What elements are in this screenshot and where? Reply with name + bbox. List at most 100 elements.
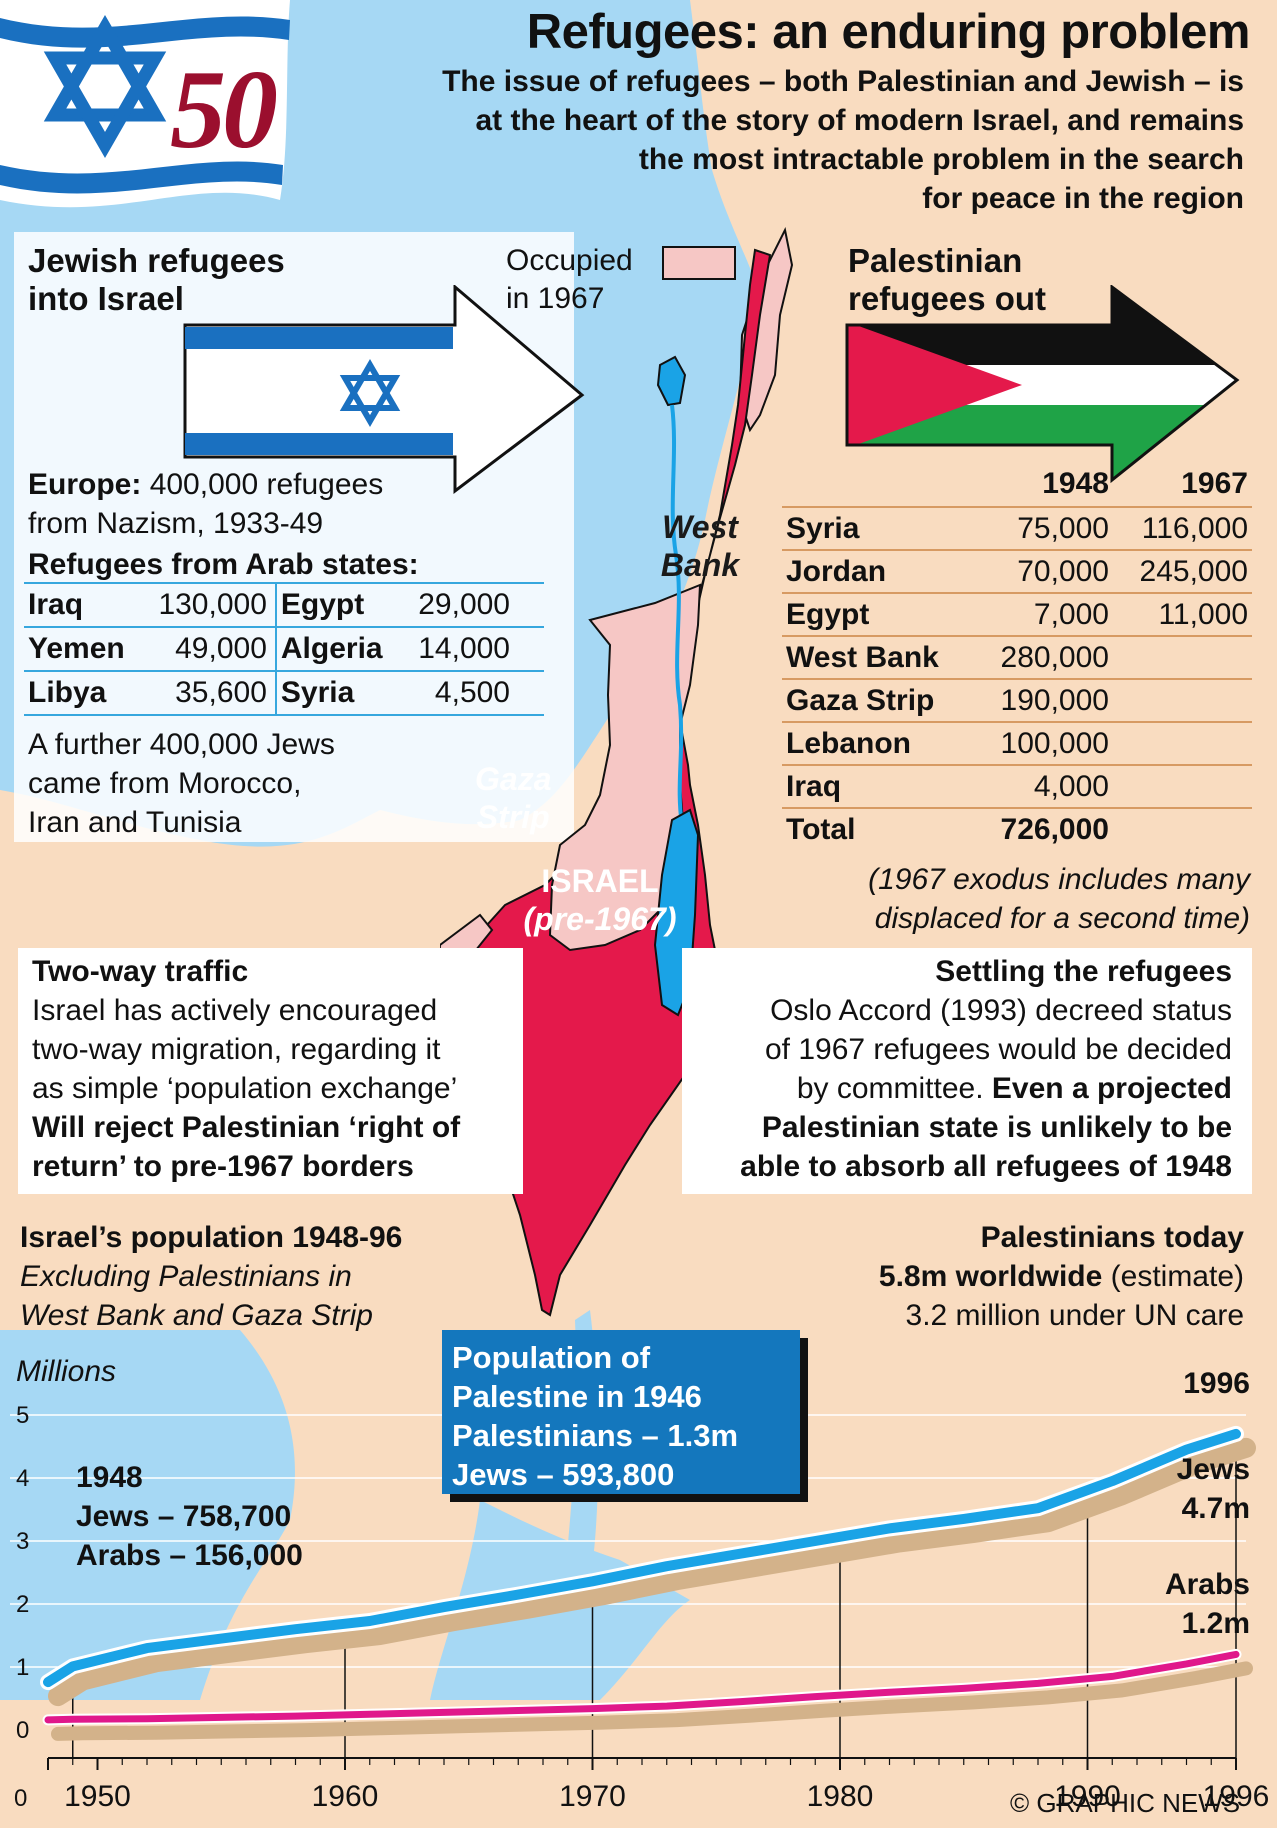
table-row: Iraq 130,000 Egypt 29,000 (24, 583, 544, 628)
data-point-arabs (218, 1714, 225, 1721)
series-shadow-arabs (51, 1661, 1253, 1741)
series-shadow-jews (48, 1437, 1256, 1707)
occupied-legend-label: Occupied in 1967 (506, 244, 633, 315)
data-point-jews (885, 1524, 894, 1533)
y-tick-label: 2 (16, 1591, 29, 1618)
data-point-jews (811, 1537, 820, 1545)
data-point-arabs (441, 1709, 447, 1716)
arab-states-heading: Refugees from Arab states: (28, 548, 419, 581)
page-subtitle: The issue of refugees – both Palestinian… (442, 65, 1244, 215)
annotation-1948: 1948 Jews – 758,700 Arabs – 156,000 (76, 1461, 303, 1572)
population-chart: 0 1 2 3 4 5 1950 1960 1970 1980 1990 1996 0 (10, 1402, 1269, 1813)
data-point-arabs (738, 1698, 744, 1705)
x-tick-label: 1990 (1054, 1780, 1121, 1813)
table-row: Iraq 4,000 (782, 765, 1252, 809)
data-point-jews (1034, 1504, 1042, 1513)
data-point-jews (588, 1577, 597, 1586)
table-row: Libya 35,600 Syria 4,500 (24, 671, 544, 716)
table-total-row: Total 726,000 (786, 812, 1109, 846)
x-tick-label: 1970 (559, 1780, 626, 1813)
y-tick-label: 4 (16, 1465, 29, 1492)
data-point-jews (365, 1617, 374, 1626)
table-row: Jordan 70,000 245,000 (782, 550, 1252, 594)
data-point-arabs (960, 1685, 967, 1692)
x-tick-label: 1960 (312, 1780, 379, 1813)
israel-pop-heading-block: Israel’s population 1948-96 Excluding Pa… (20, 1221, 403, 1332)
population-1946-box: Population of Palestine in 1946 Palestin… (442, 1330, 800, 1494)
y-tick-label: 5 (16, 1402, 29, 1429)
settling-refugees-box: Settling the refugees Oslo Accord (1993)… (682, 948, 1252, 1194)
data-point-arabs (144, 1715, 150, 1722)
two-way-traffic-box: Two-way traffic Israel has actively enco… (18, 948, 523, 1194)
arab-states-table: Iraq 130,000 Egypt 29,000 Yemen 49,000 A… (24, 582, 544, 716)
data-point-arabs (69, 1716, 76, 1723)
annotation-jews: Jews 4.7m (1176, 1453, 1250, 1525)
series-line-arabs (44, 1650, 1240, 1724)
x-tick-label: 1950 (64, 1780, 131, 1813)
table-row: Lebanon 100,000 (782, 722, 1252, 766)
data-point-jews (959, 1514, 968, 1523)
table-row: Egypt 7,000 11,000 (782, 593, 1252, 637)
gaza-strip-label: Gaza Strip (475, 761, 552, 835)
data-point-jews (1108, 1477, 1117, 1486)
data-point-arabs (366, 1711, 373, 1718)
data-point-arabs (515, 1707, 522, 1714)
x-origin-label: 0 (14, 1785, 27, 1812)
data-point-jews (291, 1625, 300, 1634)
data-point-arabs (663, 1703, 670, 1710)
x-tick-label: 1996 (1203, 1780, 1270, 1813)
page-title: Refugees: an enduring problem (526, 5, 1251, 59)
west-bank-label: West Bank (660, 509, 740, 583)
credit-text: © GRAPHIC NEWS (1010, 1788, 1241, 1818)
data-point-jews (1232, 1429, 1240, 1438)
chart-series (40, 1425, 1256, 1741)
data-point-arabs (1109, 1673, 1116, 1680)
data-point-arabs (812, 1693, 819, 1700)
palestinian-arrow (845, 285, 1240, 484)
data-point-arabs (1035, 1680, 1041, 1687)
data-point-jews (737, 1549, 745, 1558)
table-row: Syria 75,000 116,000 (782, 507, 1252, 551)
data-point-jews (514, 1590, 523, 1599)
red-sea (0, 1330, 295, 1700)
occupied-legend-swatch (662, 246, 736, 280)
data-point-jews (217, 1634, 226, 1643)
palestinians-today-block: Palestinians today 5.8m worldwide (estim… (878, 1221, 1244, 1332)
palestinian-heading: Palestinian refugees out (848, 242, 1047, 317)
y-axis-label: Millions (16, 1355, 117, 1388)
anniversary-badge: 50 (170, 48, 278, 172)
further-jews-text: A further 400,000 Jews came from Morocco… (28, 728, 335, 839)
y-tick-label: 3 (16, 1528, 29, 1555)
data-point-arabs (589, 1705, 596, 1712)
table-row: Gaza Strip 190,000 (782, 679, 1252, 723)
jewish-heading: Jewish refugees into Israel (28, 242, 285, 317)
series-line-jews (43, 1428, 1241, 1688)
chart-axis: 0 1 2 3 4 5 1950 1960 1970 1980 1990 1996 0 (14, 1402, 1269, 1813)
data-point-jews (143, 1644, 151, 1653)
data-point-jews (662, 1562, 671, 1571)
data-point-arabs (1233, 1651, 1239, 1658)
data-point-jews (68, 1662, 77, 1671)
data-point-arabs (1183, 1660, 1190, 1667)
annotation-1996: 1996 (1183, 1367, 1250, 1400)
data-point-arabs (886, 1689, 893, 1696)
palestinian-refugees-table: 1948 1967 Syria 75,000 116,000 Jordan 70… (782, 462, 1252, 850)
data-point-jews (1182, 1445, 1191, 1454)
table-row: Yemen 49,000 Algeria 14,000 (24, 627, 544, 672)
annotation-arabs: Arabs 1.2m (1164, 1568, 1250, 1640)
y-tick-label: 0 (16, 1717, 29, 1744)
x-tick-label: 1980 (807, 1780, 874, 1813)
table-header-row: 1948 1967 (1042, 467, 1248, 500)
data-point-jews (44, 1678, 52, 1687)
israel-label: ISRAEL (pre-1967) (523, 863, 677, 937)
table-row: West Bank 280,000 (782, 636, 1252, 680)
jewish-arrow (183, 285, 585, 495)
y-tick-label: 1 (16, 1654, 29, 1681)
israel-flag-graphic (0, 0, 290, 208)
exodus-note: (1967 exodus includes many displaced for… (868, 863, 1250, 935)
data-point-arabs (292, 1713, 299, 1720)
europe-text: Europe: 400,000 refugees from Nazism, 19… (28, 468, 384, 540)
data-point-arabs (45, 1716, 51, 1723)
data-point-jews (440, 1603, 448, 1612)
